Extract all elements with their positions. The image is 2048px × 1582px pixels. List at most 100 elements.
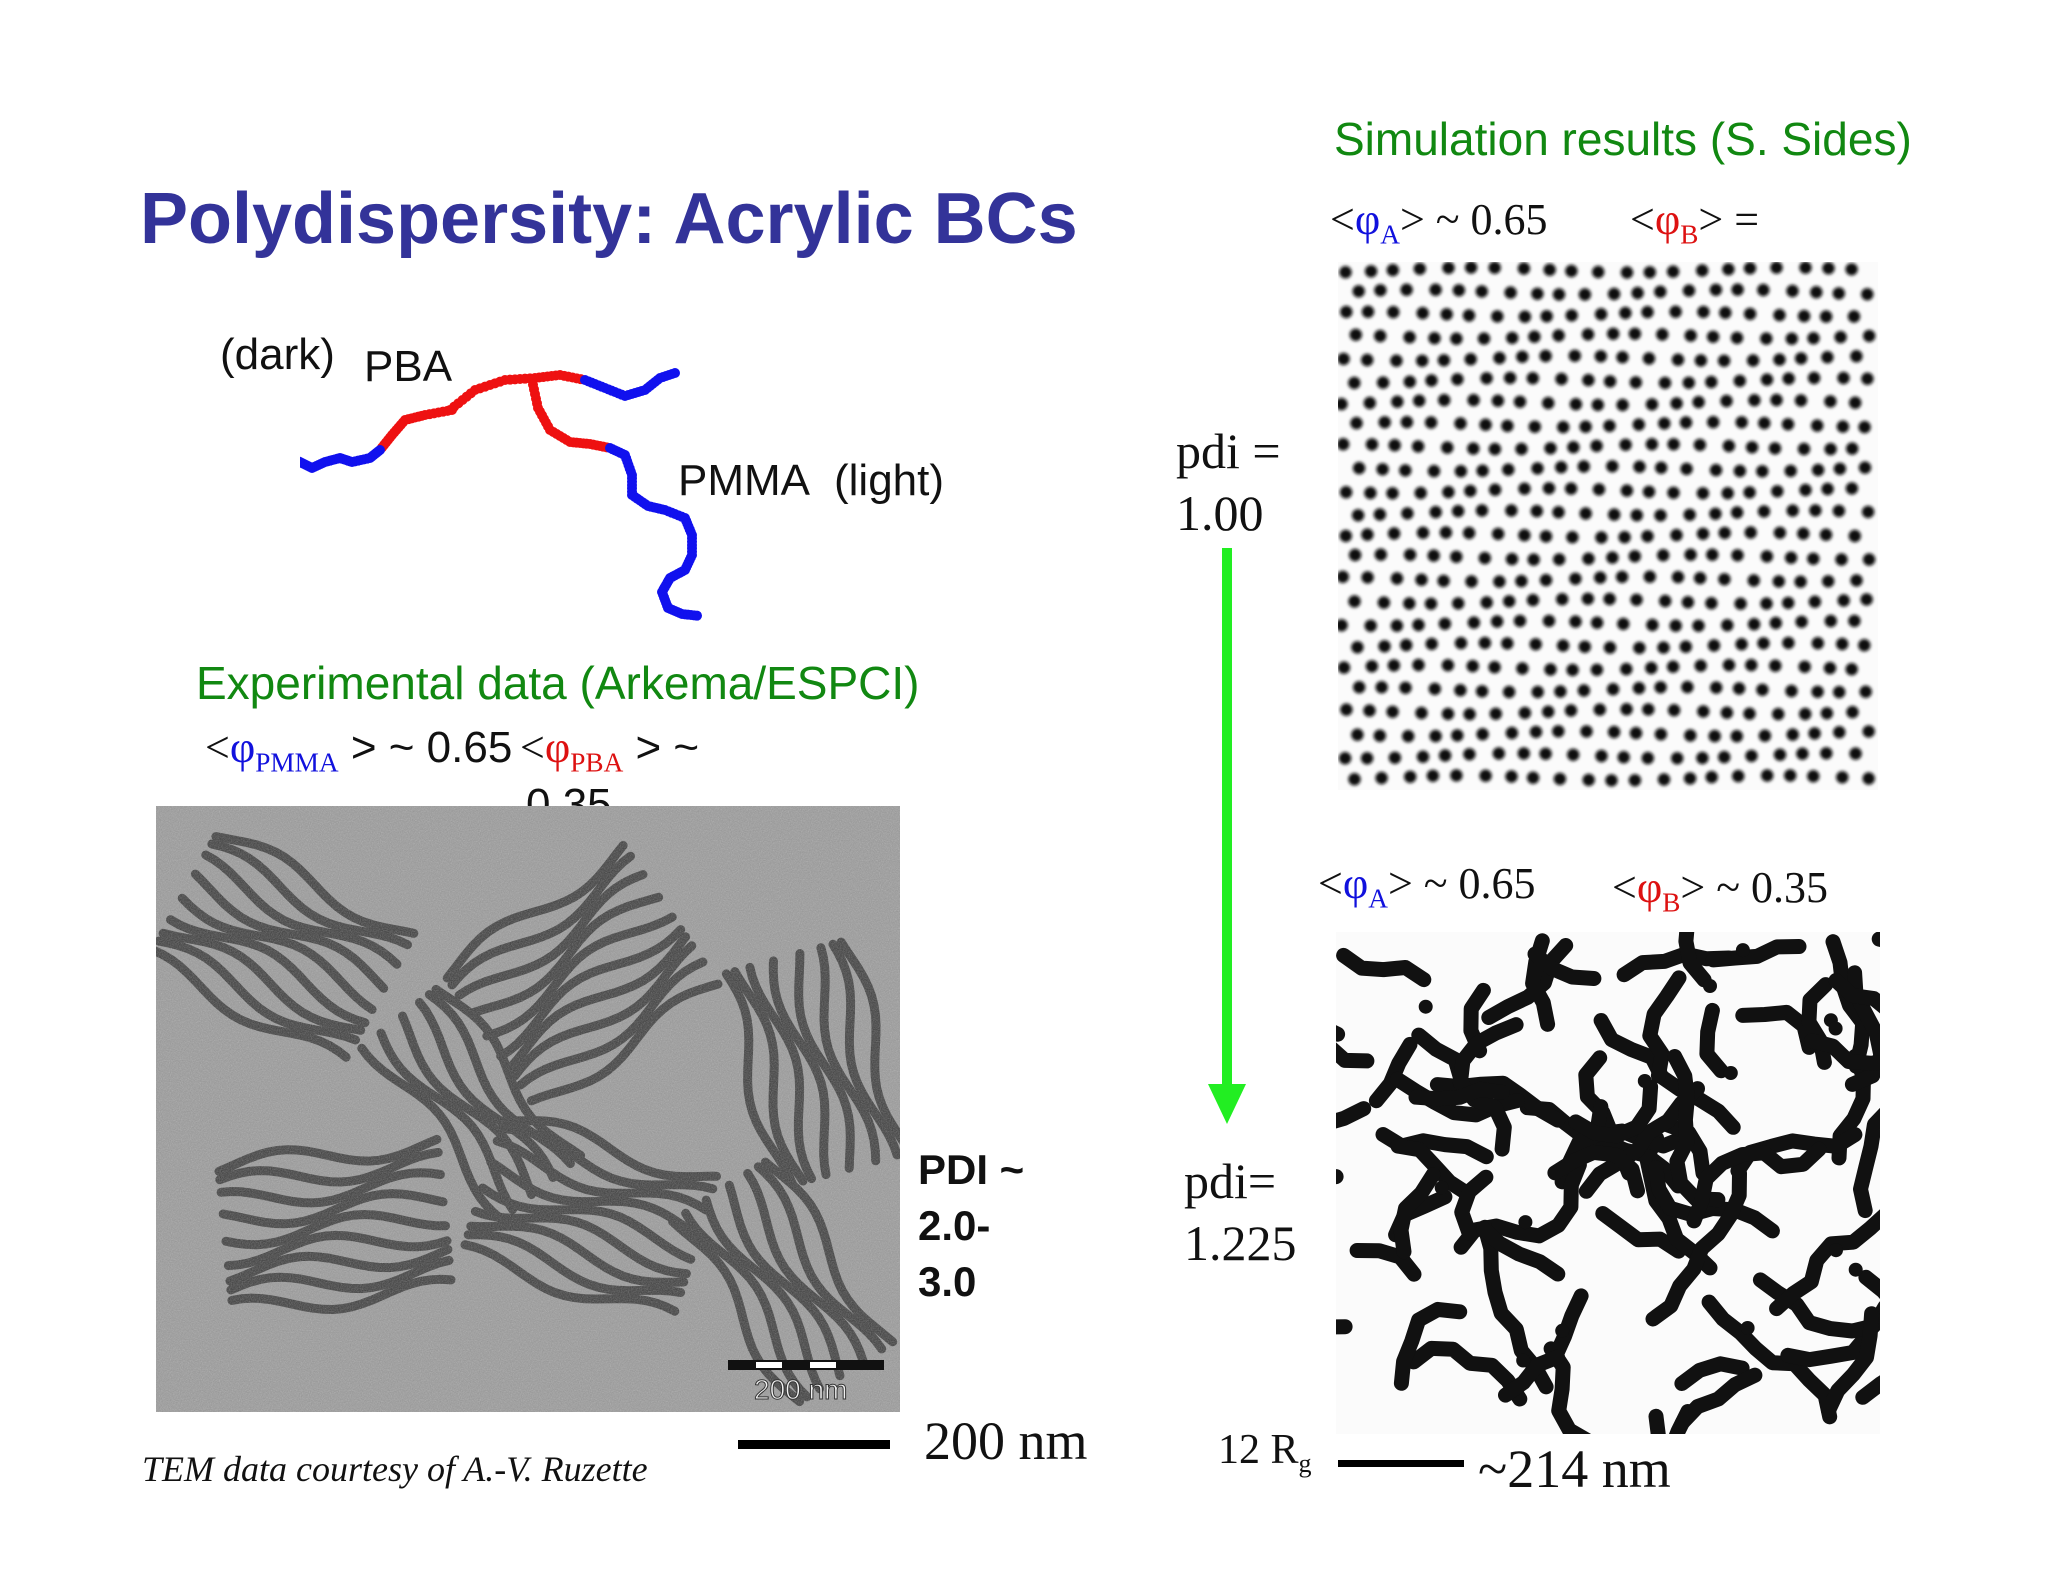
sim-dot bbox=[1388, 439, 1401, 452]
sim-dot bbox=[1568, 349, 1581, 362]
sim-bottom-phi-b: <φB> ~ 0.35 bbox=[1612, 863, 1829, 918]
sim-dot bbox=[1361, 305, 1375, 318]
sim-dot bbox=[1670, 528, 1683, 542]
sim-dot bbox=[1403, 548, 1417, 561]
sim-dot bbox=[1760, 597, 1773, 610]
sim-dot bbox=[1832, 287, 1845, 300]
sim-dot bbox=[1438, 393, 1451, 407]
sim-stripe bbox=[1699, 1002, 1729, 1079]
sim-dot bbox=[1488, 661, 1501, 674]
sim-dot bbox=[1862, 553, 1876, 566]
sim-dot bbox=[1709, 463, 1723, 477]
phi-pba-expression: <φPBA > ~ bbox=[520, 723, 700, 778]
sim-dot bbox=[1632, 681, 1646, 695]
sim-dot bbox=[1427, 464, 1441, 478]
sim-dot bbox=[1620, 484, 1634, 497]
sim-dot bbox=[1516, 1353, 1531, 1368]
sim-dot bbox=[1707, 415, 1720, 429]
sim-dot bbox=[1377, 596, 1391, 609]
sim-dot bbox=[1697, 305, 1710, 319]
pdi-increase-arrow bbox=[1208, 548, 1246, 1124]
sim-dot bbox=[1620, 662, 1633, 676]
sim-pdi-bottom: pdi= 1.225 bbox=[1184, 1153, 1297, 1271]
sim-dot bbox=[1850, 574, 1863, 587]
sim-stripe bbox=[1498, 1349, 1565, 1403]
sim-dot bbox=[1418, 999, 1433, 1014]
sim-dot bbox=[1555, 372, 1568, 386]
sim-dot bbox=[1654, 728, 1668, 741]
sim-dot bbox=[1848, 1262, 1863, 1277]
sim-dot bbox=[1518, 310, 1532, 323]
sim-dot bbox=[1794, 352, 1808, 365]
sim-stripe bbox=[1642, 970, 1687, 1084]
sim-dot bbox=[1628, 327, 1642, 340]
sim-dot bbox=[1820, 707, 1834, 720]
sim-dot bbox=[1340, 305, 1353, 319]
sim-dot bbox=[1748, 394, 1761, 407]
sim-dot bbox=[1402, 730, 1415, 743]
sim-dot bbox=[1364, 265, 1378, 278]
sim-dot bbox=[1595, 749, 1608, 763]
sim-dot bbox=[1464, 484, 1477, 498]
pba-label: PBA bbox=[364, 342, 453, 391]
sim-dot bbox=[1479, 418, 1492, 431]
sim-dot bbox=[1374, 329, 1387, 343]
sim-dot bbox=[1811, 685, 1824, 698]
sim-dot bbox=[1557, 420, 1570, 434]
sim-dot bbox=[1722, 439, 1736, 453]
sim-dot bbox=[1684, 729, 1697, 742]
sim-dot bbox=[1531, 685, 1544, 699]
sim-dot bbox=[1540, 310, 1553, 323]
sim-dot bbox=[1606, 551, 1619, 564]
sim-dot bbox=[1403, 331, 1416, 344]
sim-dot bbox=[1373, 508, 1387, 521]
sim-stripe bbox=[1853, 1107, 1880, 1219]
sim-dot bbox=[1709, 283, 1723, 296]
sim-dot bbox=[1694, 659, 1707, 672]
sim-dot bbox=[1491, 394, 1505, 407]
sim-dot bbox=[1416, 750, 1430, 763]
sim-dot bbox=[1799, 262, 1812, 274]
sim-dot bbox=[1642, 485, 1656, 498]
sim-dot bbox=[1835, 553, 1848, 566]
sim-dot bbox=[1581, 328, 1595, 341]
sim-dot bbox=[1756, 465, 1769, 478]
sim-stripe bbox=[1804, 1033, 1880, 1071]
sim-dot bbox=[1860, 593, 1873, 606]
sim-dot bbox=[1539, 747, 1552, 760]
sim-dot bbox=[1489, 707, 1502, 720]
sim-dot bbox=[1578, 288, 1592, 301]
sim-dot bbox=[1669, 305, 1682, 318]
sim-dot bbox=[1348, 595, 1361, 608]
sim-dot bbox=[1579, 420, 1592, 433]
sim-dot bbox=[1515, 574, 1528, 588]
sim-dot bbox=[1378, 416, 1391, 429]
sim-dot bbox=[1782, 636, 1795, 650]
sim-dot bbox=[1465, 575, 1478, 588]
sim-stripe bbox=[1406, 1340, 1528, 1407]
sim-dot bbox=[1529, 638, 1542, 651]
sim-dot bbox=[1706, 330, 1720, 343]
sim-dot bbox=[1567, 748, 1580, 761]
sim-dot bbox=[1593, 703, 1606, 716]
sim-dot bbox=[1807, 770, 1820, 783]
sim-dot bbox=[1516, 662, 1529, 675]
sim-stripe bbox=[1674, 1356, 1750, 1391]
sim-dot bbox=[1503, 595, 1516, 608]
sim-dot bbox=[1475, 285, 1488, 298]
sim-dot bbox=[1580, 725, 1593, 738]
sim-dot bbox=[1531, 462, 1544, 475]
sim-stripe bbox=[1336, 1101, 1372, 1129]
sim-dot bbox=[1594, 571, 1607, 584]
sim-dot bbox=[1416, 354, 1429, 367]
sim-dot bbox=[1770, 262, 1783, 274]
sim-dot bbox=[1429, 729, 1442, 743]
sim-dot bbox=[1564, 482, 1578, 495]
sim-dot bbox=[1428, 682, 1441, 696]
sim-dot bbox=[1429, 505, 1442, 519]
sim-dot bbox=[1628, 550, 1641, 563]
sim-dot bbox=[1732, 682, 1746, 695]
sim-dot bbox=[1493, 351, 1506, 365]
sim-dot bbox=[1450, 332, 1463, 345]
sim-dot bbox=[1413, 262, 1426, 275]
